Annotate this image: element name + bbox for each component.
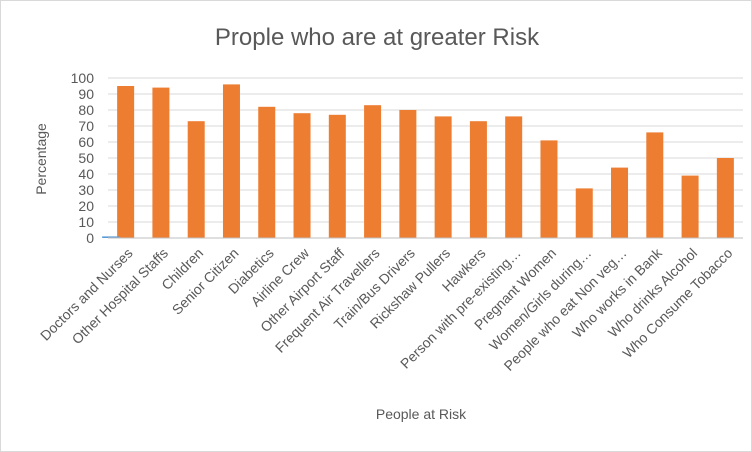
bar [469,121,487,238]
bar [540,140,558,238]
y-tick-label: 0 [86,230,94,246]
bar [258,106,276,238]
x-axis-title: People at Risk [376,406,467,422]
y-tick-label: 60 [78,134,94,150]
bar [505,116,523,238]
y-tick-label: 80 [78,102,94,118]
bar [328,114,346,238]
bar [646,132,664,238]
bar [611,167,629,238]
y-tick-label: 10 [78,214,94,230]
y-tick-label: 90 [78,86,94,102]
y-tick-label: 70 [78,118,94,134]
bar [434,116,452,238]
gridlines [108,77,743,223]
y-tick-label: 40 [78,166,94,182]
y-tick-label: 100 [71,70,95,86]
bars [102,84,734,239]
bar [293,113,311,238]
bar [716,158,734,238]
y-axis-title: Percentage [33,123,49,195]
bar [681,175,699,238]
bar [152,87,170,238]
bar [117,86,135,238]
y-tick-label: 50 [78,150,94,166]
y-tick-label: 30 [78,182,94,198]
bar [222,84,240,239]
chart-title: Prople who are at greater Risk [215,24,540,51]
bar [399,110,417,238]
secondary-bar [102,236,120,238]
bar [187,121,205,238]
y-tick-label: 20 [78,198,94,214]
bar [364,105,382,238]
bar [575,188,593,238]
